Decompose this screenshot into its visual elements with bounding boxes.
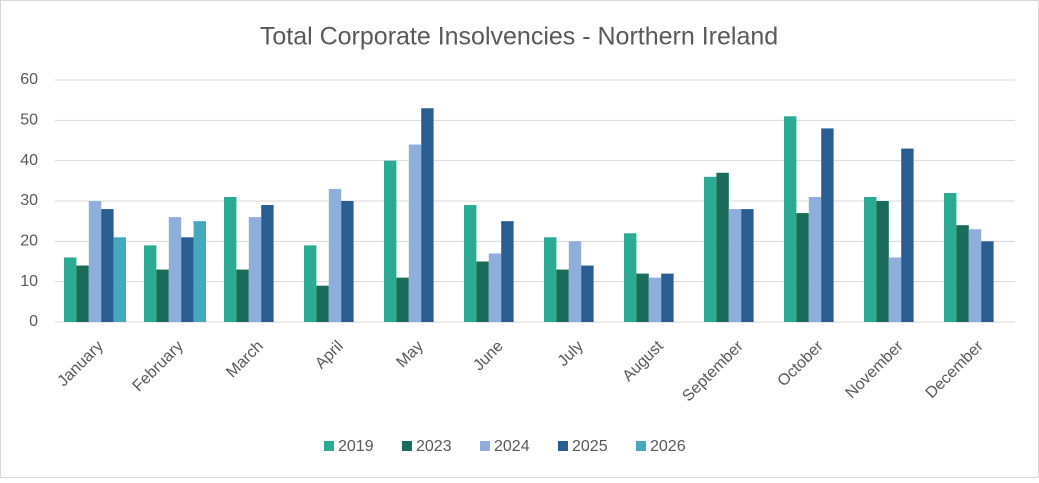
bar [341, 201, 354, 322]
bar [956, 225, 969, 322]
bar [796, 213, 809, 322]
legend-swatch [480, 441, 490, 451]
bar [236, 269, 249, 322]
y-tick-label: 10 [20, 273, 38, 290]
bar [384, 160, 397, 322]
y-tick-label: 30 [20, 192, 38, 209]
y-tick-label: 40 [20, 152, 38, 169]
y-tick-label: 60 [20, 71, 38, 88]
y-tick-label: 50 [20, 112, 38, 129]
bar [304, 245, 317, 322]
bar [624, 233, 637, 322]
bar [316, 285, 329, 322]
bar [248, 217, 262, 322]
y-tick-label: 20 [20, 233, 38, 250]
bar [64, 257, 77, 322]
bar [224, 196, 237, 322]
legend-label: 2024 [494, 438, 530, 455]
bar [464, 205, 477, 322]
bar [544, 237, 557, 322]
bar [808, 196, 822, 322]
bar [396, 277, 409, 322]
legend-swatch [558, 441, 568, 451]
legend-label: 2019 [338, 438, 374, 455]
bar [101, 209, 114, 322]
bar [156, 269, 169, 322]
bar [193, 221, 206, 322]
bar [648, 277, 662, 322]
bar [501, 221, 514, 322]
bar [556, 269, 569, 322]
legend-swatch [636, 441, 646, 451]
bar [568, 241, 582, 322]
bar [864, 196, 877, 322]
bar [944, 192, 957, 322]
bar [636, 273, 649, 322]
bar [888, 257, 902, 322]
bar [421, 108, 434, 322]
bar [981, 241, 994, 322]
bar [168, 217, 182, 322]
bar [728, 209, 742, 322]
bar [661, 273, 674, 322]
legend-swatch [324, 441, 334, 451]
bar [716, 172, 729, 322]
legend-swatch [402, 441, 412, 451]
bar [876, 201, 889, 322]
bar [821, 128, 834, 322]
bar [581, 265, 594, 322]
bar [76, 265, 89, 322]
legend-label: 2026 [650, 438, 686, 455]
bar [261, 205, 274, 322]
bar [144, 245, 157, 322]
bar [88, 201, 102, 322]
bar [476, 261, 489, 322]
bar [113, 237, 126, 322]
bar [968, 229, 982, 322]
y-tick-label: 0 [29, 313, 38, 330]
bar [328, 188, 342, 322]
bar [488, 253, 502, 322]
bar [741, 209, 754, 322]
bar [901, 148, 914, 322]
legend-label: 2023 [416, 438, 452, 455]
bar [408, 144, 422, 322]
chart-title: Total Corporate Insolvencies - Northern … [260, 23, 778, 51]
bar [704, 176, 717, 322]
legend-label: 2025 [572, 438, 608, 455]
bar [181, 237, 194, 322]
bar [784, 116, 797, 322]
